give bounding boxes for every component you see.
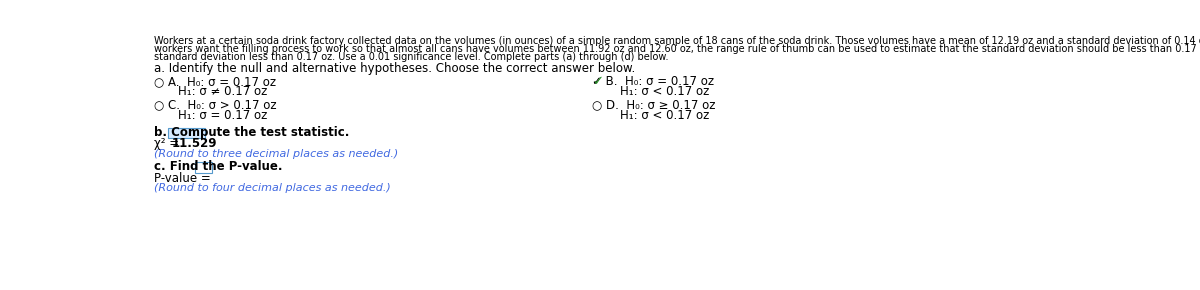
Text: a. Identify the null and alternative hypotheses. Choose the correct answer below: a. Identify the null and alternative hyp… [154,62,635,75]
Text: H₁: σ ≠ 0.17 oz: H₁: σ ≠ 0.17 oz [178,85,268,98]
Text: H₁: σ < 0.17 oz: H₁: σ < 0.17 oz [619,109,709,122]
Text: P-value =: P-value = [154,172,215,185]
Text: H₁: σ = 0.17 oz: H₁: σ = 0.17 oz [178,109,268,122]
Text: workers want the filling process to work so that almost all cans have volumes be: workers want the filling process to work… [154,44,1200,54]
Text: ○ A.  H₀: σ = 0.17 oz: ○ A. H₀: σ = 0.17 oz [154,75,276,88]
Text: ○ D.  H₀: σ ≥ 0.17 oz: ○ D. H₀: σ ≥ 0.17 oz [592,99,715,112]
FancyBboxPatch shape [194,162,212,173]
Text: ○ C.  H₀: σ > 0.17 oz: ○ C. H₀: σ > 0.17 oz [154,99,276,112]
Text: Workers at a certain soda drink factory collected data on the volumes (in ounces: Workers at a certain soda drink factory … [154,36,1200,46]
Text: 11.529: 11.529 [172,137,217,150]
Text: standard deviation less than 0.17 oz. Use a 0.01 significance level. Complete pa: standard deviation less than 0.17 oz. Us… [154,52,668,62]
Text: H₁: σ < 0.17 oz: H₁: σ < 0.17 oz [619,85,709,98]
FancyBboxPatch shape [168,128,204,138]
Text: b. Compute the test statistic.: b. Compute the test statistic. [154,126,349,139]
Text: ✓ B.  H₀: σ = 0.17 oz: ✓ B. H₀: σ = 0.17 oz [592,75,714,88]
Text: (Round to four decimal places as needed.): (Round to four decimal places as needed.… [154,183,391,193]
Text: χ² =: χ² = [154,137,182,150]
Text: (Round to three decimal places as needed.): (Round to three decimal places as needed… [154,149,398,159]
Text: c. Find the P-value.: c. Find the P-value. [154,160,282,173]
Text: ✓: ✓ [592,75,602,88]
